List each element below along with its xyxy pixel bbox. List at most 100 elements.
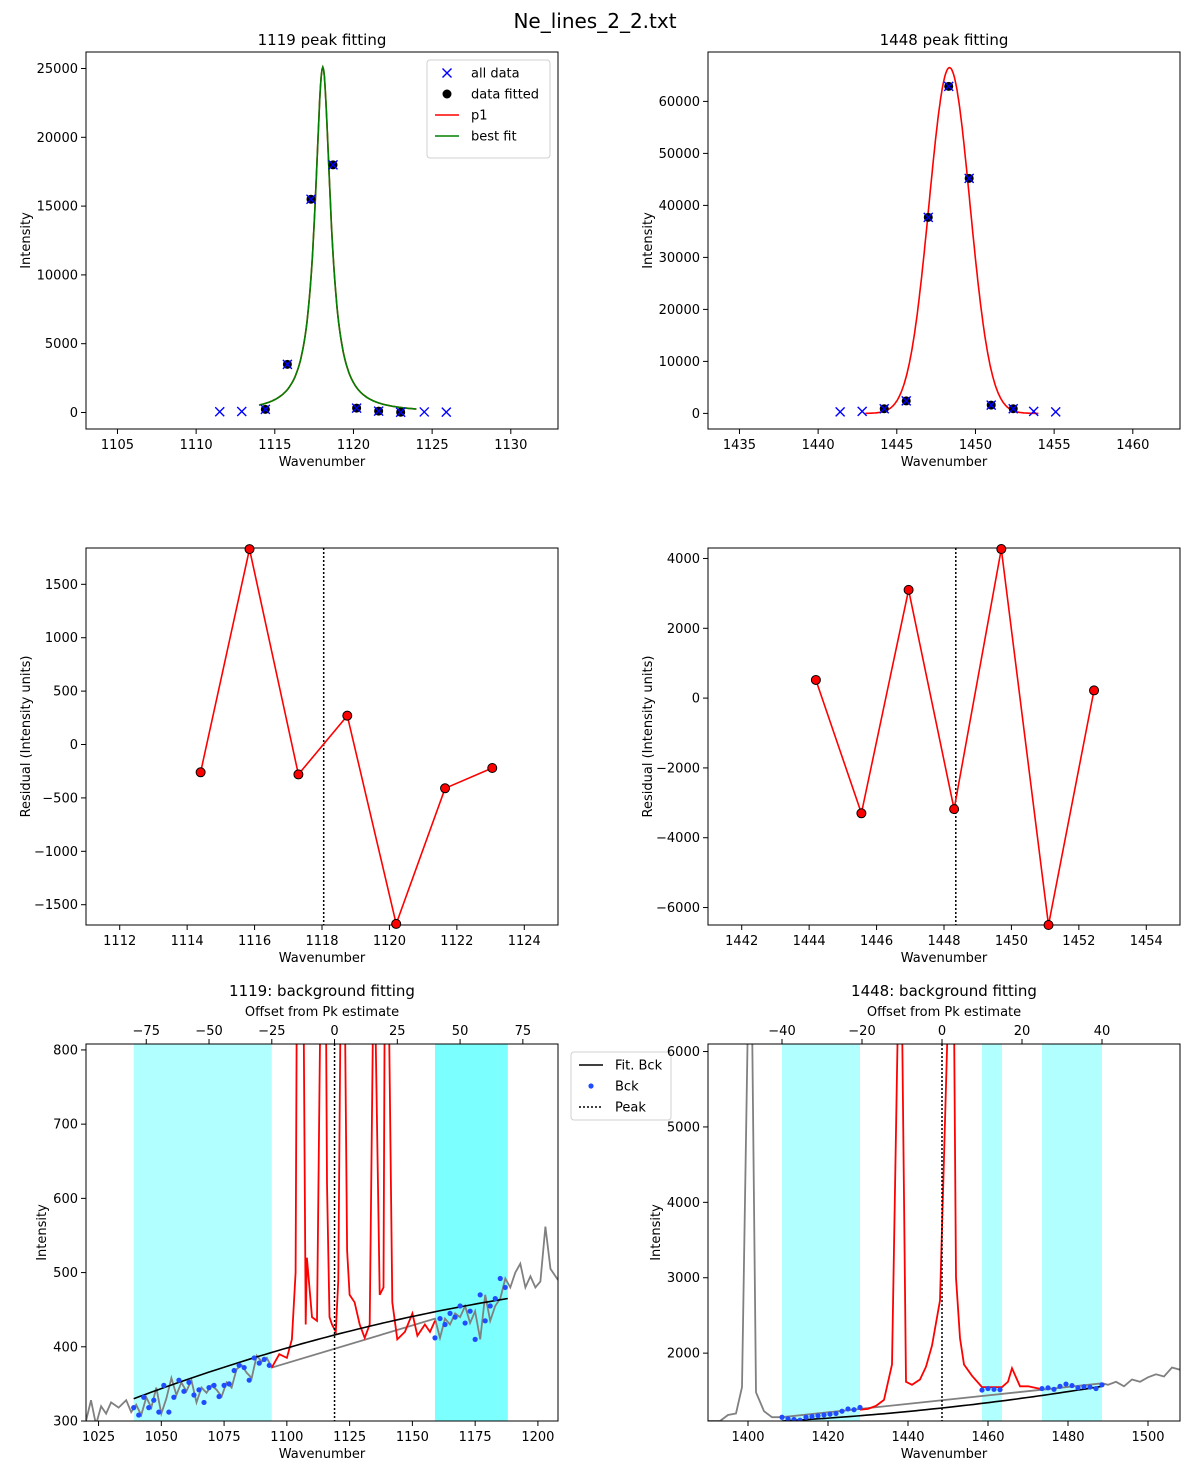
bck-point <box>809 1413 815 1420</box>
plot-area <box>199 548 493 925</box>
x-tick-label: 1075 <box>208 1430 241 1445</box>
y-tick-label: 10000 <box>659 355 700 370</box>
bck-point <box>457 1303 463 1309</box>
chart-title: 1119 peak fitting <box>258 31 387 49</box>
x-tick-label: 1442 <box>725 934 758 949</box>
x-tick-label: 1120 <box>337 438 370 453</box>
x-axis-label: Wavenumber <box>279 951 366 966</box>
bck-point <box>437 1315 443 1322</box>
bck-point <box>261 1356 267 1363</box>
all-data-point <box>373 406 384 417</box>
bck-point <box>246 1377 252 1383</box>
y-tick-label: −500 <box>42 791 78 806</box>
bck-point <box>827 1411 833 1417</box>
axes-frame <box>85 51 559 430</box>
residual-point <box>293 769 304 780</box>
p1-line <box>258 64 417 410</box>
x-tick-label: 1120 <box>373 934 406 949</box>
bck-point <box>851 1407 857 1413</box>
bck-point <box>216 1393 222 1400</box>
y-tick-label: 700 <box>53 1118 78 1133</box>
bck-point <box>221 1382 227 1388</box>
all-data-stroke <box>419 406 430 417</box>
legend-label: Bck <box>615 1080 639 1095</box>
top-tick-label: −75 <box>133 1024 160 1039</box>
top-axis-label: Offset from Pk estimate <box>867 1005 1021 1020</box>
y-tick-label: 1000 <box>45 631 78 646</box>
bck-point <box>991 1386 997 1392</box>
chart-peak1119: 1105 1110 1115 1120 1125 1130 0 5000 10000 15000 2… <box>19 31 559 470</box>
y-tick-label: 25000 <box>37 62 78 77</box>
x-tick-label: 1400 <box>731 1430 764 1445</box>
x-tick-label: 1480 <box>1051 1430 1084 1445</box>
top-tick-label: 25 <box>389 1024 406 1039</box>
all-data-point <box>236 406 247 417</box>
y-tick-label: 50000 <box>659 147 700 162</box>
bck-point <box>186 1379 192 1386</box>
x-axis-label: Wavenumber <box>901 951 988 966</box>
all-data-point <box>305 194 316 205</box>
y-tick-label: 1500 <box>45 578 78 593</box>
bck-point <box>141 1394 147 1400</box>
bck-point <box>241 1364 247 1371</box>
bck-point <box>472 1336 478 1342</box>
background-region <box>133 1044 272 1421</box>
bck-point <box>166 1409 172 1415</box>
x-tick-label: 1454 <box>1130 934 1163 949</box>
chart-resid1119: 1112 1114 1116 1118 1120 1122 1124 −1500 −1000 −5… <box>19 544 559 966</box>
residual-point <box>440 783 451 794</box>
all-data-point <box>1008 403 1019 414</box>
bck-point <box>231 1367 237 1374</box>
bck-point <box>432 1335 438 1341</box>
fit-bck-line <box>133 1297 508 1400</box>
top-tick-label: 0 <box>330 1024 338 1039</box>
all-data-point <box>943 81 954 92</box>
bck-point <box>196 1387 202 1393</box>
background-region <box>434 1044 508 1421</box>
x-tick-label: 1110 <box>180 438 213 453</box>
residual-point <box>244 544 255 555</box>
bck-point <box>447 1310 453 1316</box>
x-tick-label: 1025 <box>82 1430 115 1445</box>
bck-point <box>146 1405 152 1411</box>
bck-point <box>997 1387 1003 1393</box>
x-tick-label: 1450 <box>959 438 992 453</box>
bck-point <box>1039 1385 1045 1392</box>
all-data-point <box>835 406 846 417</box>
residual-point <box>391 918 402 929</box>
y-axis-label: Intensity <box>649 1204 664 1261</box>
y-axis-label: Residual (Intensity units) <box>641 656 656 818</box>
y-tick-label: 20000 <box>37 131 78 146</box>
background-region <box>982 1044 1002 1421</box>
top-tick-label: 20 <box>1014 1024 1031 1039</box>
y-tick-label: 3000 <box>667 1271 700 1286</box>
all-data-point <box>964 173 975 184</box>
x-axis-label: Wavenumber <box>279 1447 366 1462</box>
plot-area <box>708 1044 1180 1421</box>
bck-point <box>156 1409 162 1415</box>
x-tick-label: 1122 <box>440 934 473 949</box>
all-data-point <box>1028 406 1039 417</box>
y-tick-label: 300 <box>53 1415 78 1430</box>
all-data-point <box>857 406 868 417</box>
x-tick-label: 1130 <box>494 438 527 453</box>
best-fit-line <box>258 64 417 410</box>
x-tick-label: 1050 <box>145 1430 178 1445</box>
background-region <box>1042 1044 1102 1421</box>
x-tick-label: 1100 <box>270 1430 303 1445</box>
all-data-point <box>441 407 452 418</box>
bck-point <box>477 1292 483 1298</box>
bck-point <box>482 1318 488 1324</box>
bck-point <box>442 1321 448 1328</box>
legend-frame <box>570 1051 672 1121</box>
residual-point <box>996 544 1007 555</box>
all-data-stroke <box>441 407 452 418</box>
bck-point <box>1045 1385 1051 1391</box>
bck-point <box>1099 1382 1105 1388</box>
chart-peak1448: 1435 1440 1445 1450 1455 1460 0 10000 20000 30000… <box>641 31 1181 470</box>
all-data-point <box>1050 406 1061 417</box>
bck-point <box>821 1412 827 1418</box>
all-data-point <box>879 403 890 414</box>
all-data-point <box>328 159 339 170</box>
